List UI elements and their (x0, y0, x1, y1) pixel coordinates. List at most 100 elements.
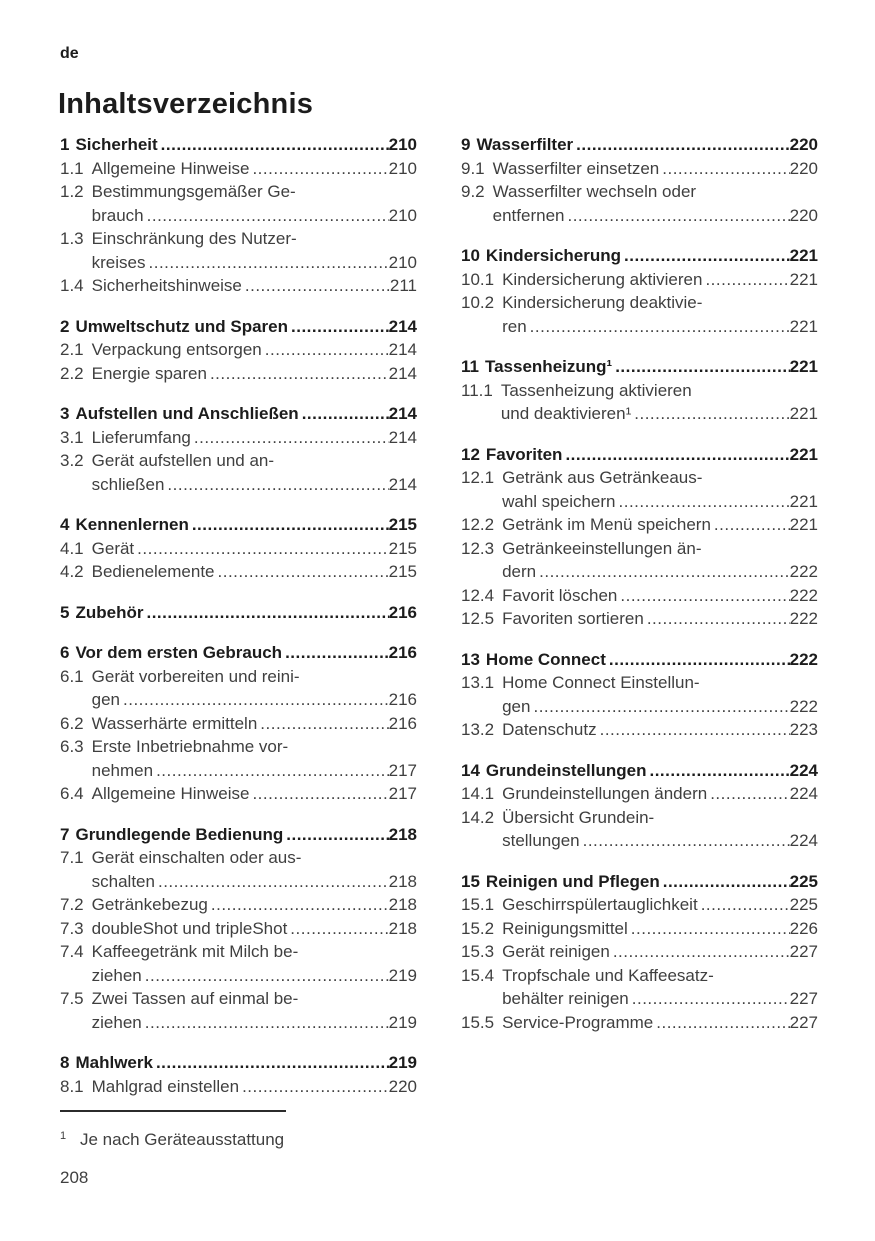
toc-entry: 6.1 Gerät vorbereiten und reini-gen......… (60, 665, 417, 712)
toc-section-title: Grundeinstellungen (485, 760, 647, 780)
toc-section: 9 Wasserfilter...........................… (461, 133, 818, 227)
toc-entry-body: Gerät einschalten oder aus-schalten.....… (92, 846, 417, 893)
toc-entry-label: brauch (91, 205, 144, 225)
toc-entry-number: 4.1 (60, 538, 84, 558)
toc-entry-line: Gerät einschalten oder aus- (91, 848, 302, 867)
toc-entry-line: Tropfschale und Kaffeesatz- (502, 965, 714, 985)
toc-entry-label: schalten (91, 871, 155, 891)
toc-entry-last-line: ziehen..................................… (92, 1011, 417, 1035)
toc-section-title: Zubehör (75, 602, 144, 622)
toc-section-title: Reinigen und Pflegen (485, 871, 660, 891)
toc-entry-number: 15.2 (461, 918, 495, 938)
toc-section: 4 Kennenlernen...........................… (60, 513, 417, 584)
toc-entry-body: Allgemeine Hinweise.....................… (92, 157, 417, 181)
toc-section-number: 3 (60, 404, 70, 423)
toc-entry-line: Getränkeeinstellungen än- (502, 538, 702, 558)
toc-entry-page: 215 (388, 562, 417, 581)
toc-entry-number: 11.1 (461, 380, 493, 400)
leader-dots: ........................................… (148, 252, 389, 272)
toc-entry-page: 218 (388, 871, 417, 891)
toc-entry-page: 216 (388, 690, 417, 709)
toc-section-number: 15 (461, 871, 480, 891)
toc-entry-page: 221 (789, 269, 818, 289)
toc-entry-number: 10.2 (461, 293, 495, 312)
toc-entry-body: Home Connect Einstellun-gen.............… (502, 671, 818, 718)
toc-entry-page: 227 (789, 989, 818, 1008)
toc-entry-number: 1.2 (60, 182, 84, 201)
leader-dots: ........................................… (156, 760, 389, 780)
toc-entry-number: 12.2 (461, 515, 495, 534)
toc-entry: 4.1 Gerät................................… (60, 537, 417, 561)
toc-column-right: 9 Wasserfilter...........................… (461, 133, 818, 1098)
toc-entry: 13.1 Home Connect Einstellun-gen.........… (461, 671, 818, 718)
toc-entry-number: 14.2 (461, 807, 495, 827)
toc-entry-number: 15.3 (461, 942, 495, 961)
toc-entry-page: 220 (388, 1076, 417, 1096)
toc-entry-body: Favoriten sortieren.....................… (502, 607, 818, 631)
toc-entry-line: Einschränkung des Nutzer- (91, 229, 297, 248)
toc-section-page: 215 (388, 515, 417, 534)
toc-entry-page: 222 (789, 609, 818, 628)
toc-section: 13 Home Connect..........................… (461, 648, 818, 742)
page-title: Inhaltsverzeichnis (58, 88, 314, 120)
toc-entry-body: Getränk im Menü speichern...............… (502, 513, 818, 537)
toc-section-title: Umweltschutz und Sparen (75, 316, 288, 336)
footnote: 1 Je nach Geräteausstattung (60, 1110, 420, 1151)
toc-section-page: 220 (789, 135, 818, 154)
toc-entry-label: Wasserfilter einsetzen (492, 158, 660, 178)
toc-entry-last-line: Gerät reinigen..........................… (502, 940, 818, 964)
toc-section-heading: 6 Vor dem ersten Gebrauch................… (60, 641, 417, 665)
toc-section-title: Kindersicherung (485, 246, 622, 265)
toc-entry-page: 214 (388, 340, 417, 359)
toc-entry-body: Erste Inbetriebnahme vor-nehmen.........… (92, 735, 417, 782)
toc-entry-last-line: schließen...............................… (92, 473, 417, 497)
toc-section-heading: 11 Tassenheizung¹........................… (461, 355, 818, 379)
leader-dots: ........................................… (291, 316, 389, 336)
leader-dots: ........................................… (260, 713, 388, 733)
toc-entry-label: Allgemeine Hinweise (91, 158, 250, 178)
toc-section-page: 216 (388, 643, 417, 662)
toc-entry-number: 1.1 (60, 158, 84, 178)
toc-entry-page: 221 (789, 316, 818, 336)
toc-section-number: 14 (461, 760, 480, 780)
toc-entry-label: Gerät (91, 538, 135, 558)
toc-entry-label: schließen (91, 474, 165, 494)
toc-entry-number: 15.5 (461, 1012, 495, 1032)
toc-section: 1 Sicherheit.............................… (60, 133, 417, 298)
toc-entry-number: 7.2 (60, 895, 84, 914)
toc-entry-line: Erste Inbetriebnahme vor- (91, 737, 289, 756)
toc-entry-body: Wasserhärte ermitteln...................… (92, 712, 417, 736)
toc-entry-body: Kaffeegetränk mit Milch be-ziehen.......… (92, 940, 417, 987)
toc-entry-page: 210 (388, 158, 417, 178)
toc-entry: 7.1 Gerät einschalten oder aus-schalten..… (60, 846, 417, 893)
toc-entry: 15.5 Service-Programme...................… (461, 1011, 818, 1035)
toc-entry-body: Zwei Tassen auf einmal be-ziehen........… (92, 987, 417, 1034)
toc-section-heading: 14 Grundeinstellungen....................… (461, 759, 818, 783)
toc-entry-line: Tassenheizung aktivieren (500, 380, 692, 400)
toc-entry-number: 3.2 (60, 451, 84, 470)
toc-entry: 15.4 Tropfschale und Kaffeesatz-behälter … (461, 964, 818, 1011)
toc-entry-page: 218 (388, 918, 417, 938)
toc-entry: 12.5 Favoriten sortieren.................… (461, 607, 818, 631)
toc-entry-body: Gerät...................................… (92, 537, 417, 561)
toc-section-number: 10 (461, 246, 480, 265)
toc-entry-page: 223 (789, 720, 818, 739)
toc-entry-label: doubleShot und tripleShot (91, 918, 288, 938)
leader-dots: ........................................… (286, 824, 388, 844)
leader-dots: ........................................… (710, 784, 789, 803)
toc-section: 2 Umweltschutz und Sparen................… (60, 315, 417, 386)
toc-entry-body: Geschirrspülertauglichkeit..............… (502, 893, 818, 917)
toc-entry-body: Datenschutz.............................… (502, 718, 818, 742)
leader-dots: ........................................… (217, 562, 389, 581)
toc-entry-page: 221 (789, 491, 818, 511)
leader-dots: ........................................… (137, 538, 388, 558)
leader-dots: ........................................… (290, 918, 389, 938)
toc-entry-label: Kindersicherung aktivieren (502, 269, 703, 289)
leader-dots: ........................................… (157, 871, 389, 891)
toc-entry-body: Sicherheitshinweise.....................… (92, 274, 417, 298)
toc-entry-page: 222 (789, 696, 818, 716)
toc-section-number: 12 (461, 444, 480, 464)
toc-entry-last-line: Energie sparen..........................… (92, 362, 417, 386)
toc-section-title: Mahlwerk (75, 1053, 153, 1072)
